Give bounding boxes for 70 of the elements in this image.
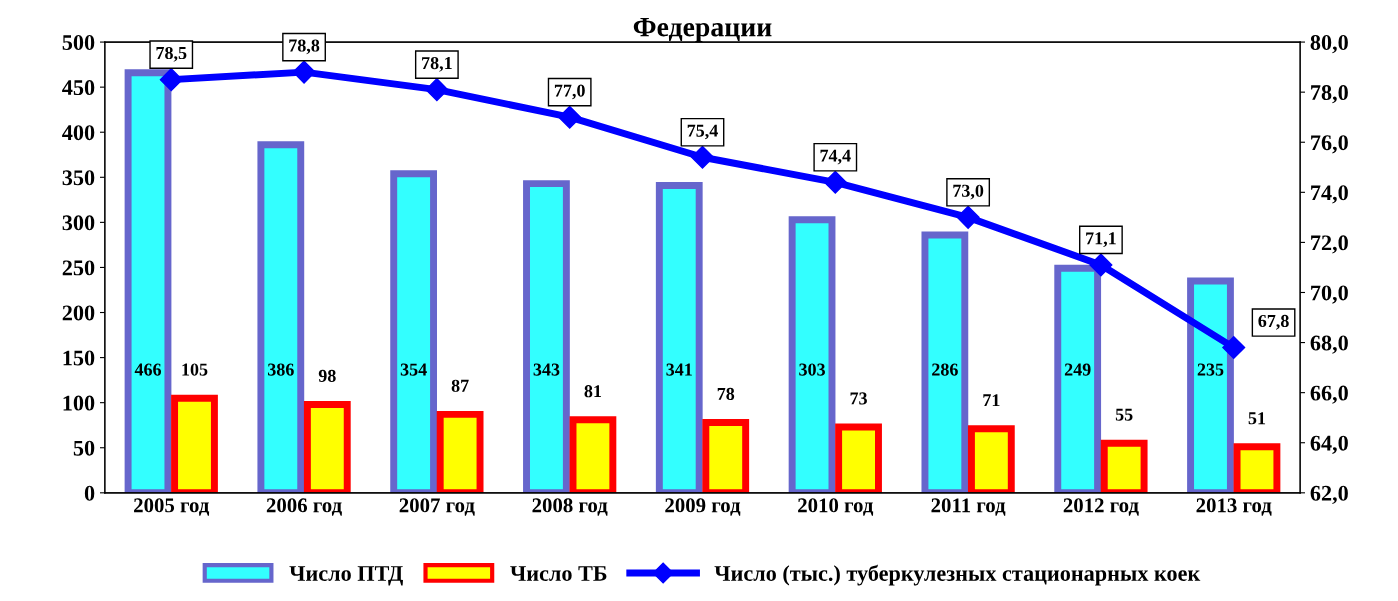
y-tick-label: 250	[62, 260, 95, 276]
y-tick-label: 50	[73, 440, 95, 456]
data-label: 354	[400, 363, 427, 376]
data-label: 81	[584, 385, 602, 398]
y2-tick-label: 62,0	[1310, 485, 1348, 504]
y-tick-label: 350	[62, 170, 95, 186]
y2-tick-label: 66,0	[1310, 385, 1348, 404]
data-label: 235	[1197, 363, 1224, 376]
x-tick-label: 2012 год	[1063, 498, 1139, 516]
point	[558, 105, 582, 129]
y2-tick-label: 76,0	[1311, 135, 1348, 154]
data-label: 71	[983, 394, 1000, 407]
y-tick-label: 500	[62, 35, 95, 50]
x-tick-label: 2010 год	[798, 498, 874, 516]
data-label: 75,4	[687, 124, 718, 140]
legend-label: Число ТБ	[510, 566, 607, 581]
data-label: 249	[1064, 363, 1091, 376]
y-tick-label: 400	[62, 125, 95, 141]
data-label: 286	[932, 363, 958, 376]
data-label: 87	[451, 379, 469, 392]
data-label: 78,8	[289, 39, 320, 55]
y2-tick-label: 64,0	[1310, 435, 1348, 454]
legend-label: Число (тыс.) туберкулезных стационарных коек	[714, 564, 1201, 586]
y2-tick-label: 80,0	[1310, 35, 1348, 54]
legend-label: Число ПТД	[289, 566, 403, 586]
y2-tick-label: 72,0	[1311, 235, 1348, 254]
y-tick-label: 200	[62, 305, 95, 321]
y-tick-label: 0	[84, 485, 95, 501]
y2-tick-label: 70,0	[1311, 285, 1348, 304]
data-label: 74,4	[820, 149, 851, 165]
y2-tick-label: 68,0	[1310, 335, 1348, 354]
data-label: 67,8	[1258, 314, 1289, 330]
data-label: 343	[533, 363, 560, 376]
point	[690, 145, 714, 169]
x-tick-label: 2008 год	[532, 498, 608, 516]
data-label: 71,1	[1086, 232, 1116, 248]
x-tick-label: 2013 год	[1196, 498, 1272, 516]
x-tick-label: 2007 год	[399, 498, 475, 516]
data-label: 51	[1248, 412, 1266, 425]
point	[1222, 336, 1246, 360]
data-label: 78,1	[422, 56, 452, 72]
data-label: 73	[850, 392, 867, 405]
y-tick-label: 100	[63, 395, 95, 411]
data-label: 105	[182, 363, 208, 376]
y-tick-label: 150	[63, 350, 95, 366]
data-label: 55	[1115, 408, 1133, 421]
x-tick-label: 2009 год	[665, 498, 741, 516]
data-label: 98	[318, 369, 336, 382]
data-label: 303	[799, 363, 825, 376]
data-label: 78	[717, 387, 735, 400]
data-label: 77,0	[554, 84, 585, 100]
data-label: 466	[134, 363, 162, 376]
point	[956, 205, 980, 229]
y2-tick-label: 78,0	[1311, 85, 1348, 104]
x-tick-label: 2005 год	[134, 498, 210, 516]
y-tick-label: 450	[62, 80, 95, 96]
data-label: 73,0	[953, 184, 984, 200]
data-label: 341	[666, 363, 692, 376]
point	[292, 60, 316, 84]
point	[425, 78, 449, 102]
point	[159, 68, 183, 92]
x-tick-label: 2006 год	[266, 498, 342, 516]
x-tick-label: 2011 год	[931, 498, 1006, 516]
data-label: 386	[267, 363, 294, 376]
y-tick-label: 300	[62, 215, 95, 231]
data-label: 78,5	[156, 46, 187, 62]
point	[823, 170, 847, 194]
chart-title: Федерации	[633, 17, 772, 43]
y2-tick-label: 74,0	[1311, 185, 1348, 204]
point	[1089, 253, 1113, 277]
